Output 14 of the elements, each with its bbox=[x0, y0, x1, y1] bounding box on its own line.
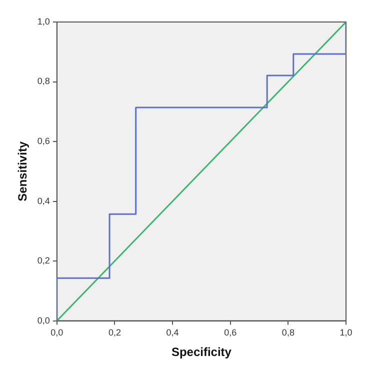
y-tick-label: 0,4 bbox=[37, 196, 50, 206]
x-tick-label: 0,0 bbox=[50, 328, 64, 338]
y-tick-label: 0,2 bbox=[37, 256, 50, 266]
x-tick-label: 1,0 bbox=[340, 328, 352, 338]
x-axis-title: Specificity bbox=[171, 345, 232, 360]
x-tick-label: 0,8 bbox=[282, 328, 294, 338]
y-tick-label: 1,0 bbox=[37, 16, 50, 26]
y-tick-label: 0,6 bbox=[37, 136, 50, 146]
y-tick-label: 0,0 bbox=[37, 315, 50, 326]
x-tick-label: 0,2 bbox=[108, 328, 121, 338]
y-axis-title: Sensitivity bbox=[16, 141, 30, 202]
x-tick-label: 0,6 bbox=[224, 328, 237, 338]
y-tick-label: 0,8 bbox=[37, 76, 50, 86]
x-tick-label: 0,4 bbox=[166, 328, 179, 338]
